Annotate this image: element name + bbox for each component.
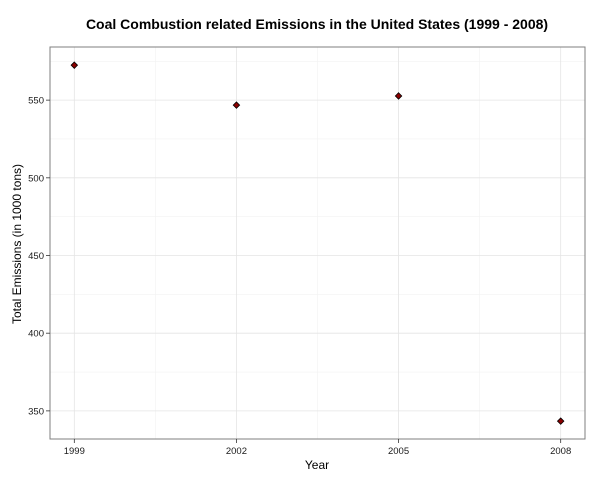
data-point — [70, 61, 79, 69]
grid — [50, 47, 585, 439]
y-tick-label: 500 — [28, 173, 44, 184]
axis-ticks: 1999 2002 2005 2008 350 400 450 500 550 — [28, 96, 571, 457]
data-point — [232, 101, 241, 109]
chart-title: Coal Combustion related Emissions in the… — [86, 16, 548, 32]
y-axis-label: Total Emissions (in 1000 tons) — [10, 164, 24, 324]
data-point — [394, 92, 403, 100]
y-tick-label: 550 — [28, 96, 44, 107]
x-tick-label: 2005 — [388, 446, 409, 457]
data-points — [70, 61, 565, 425]
data-point — [556, 417, 565, 425]
x-tick-label: 2008 — [550, 446, 571, 457]
y-tick-label: 350 — [28, 406, 44, 417]
x-tick-label: 1999 — [64, 446, 85, 457]
x-tick-label: 2002 — [226, 446, 247, 457]
x-axis-label: Year — [305, 458, 329, 472]
y-tick-label: 400 — [28, 329, 44, 340]
y-tick-label: 450 — [28, 251, 44, 262]
plot-panel — [49, 46, 586, 440]
